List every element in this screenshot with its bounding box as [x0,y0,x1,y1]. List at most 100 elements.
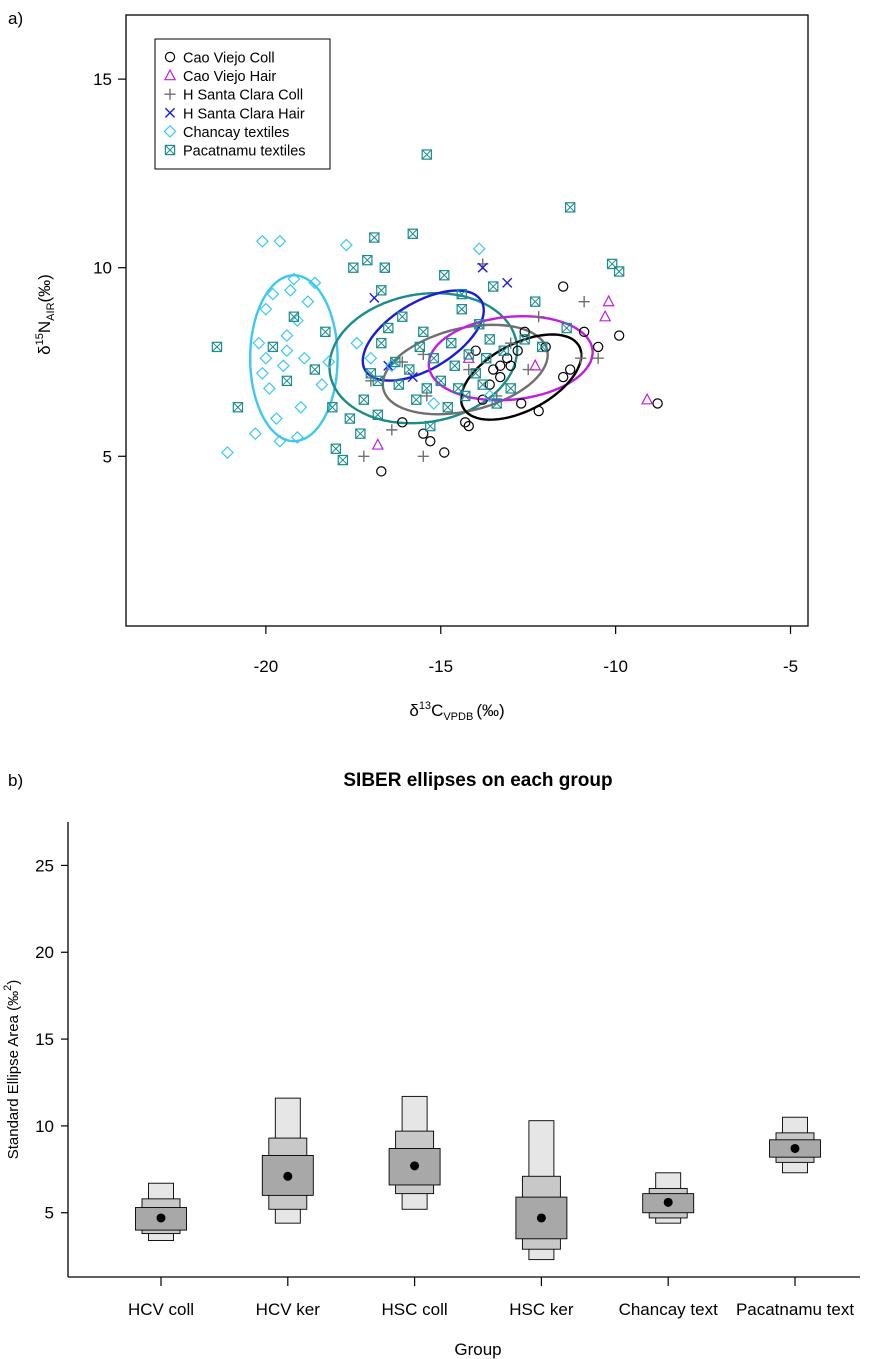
point-pacatnamu-textiles [372,409,384,420]
x-axis-title: δ13CVPDB (‰) [409,700,504,723]
x-axis-title-unit: (‰) [476,701,504,720]
point-pacatnamu-textiles-box [488,281,499,292]
y-tick-label: 15 [93,70,112,89]
y-tick-label-b: 25 [35,856,54,875]
point-pacatnamu-textiles-box [561,322,572,334]
point-pacatnamu-textiles-box [348,262,359,273]
x-axis-title-b: Group [454,1340,501,1359]
point-cao-viejo-coll [578,326,590,338]
point-cao-viejo-hair [529,358,542,371]
y-axis-title-b-sup: 2 [2,985,14,991]
point-h-santa-clara-coll [358,450,370,462]
legend-box [154,38,331,170]
point-pacatnamu-textiles [421,383,432,394]
y-axis-title-delta: δ [35,345,54,354]
ellipse-h-santa-clara-coll [381,323,549,416]
point-pacatnamu-textiles-box [418,326,429,338]
point-pacatnamu-textiles-box [421,149,432,160]
point-chancay-textiles [280,344,294,358]
chart-title: SIBER ellipses on each group [343,770,612,791]
point-pacatnamu-textiles-cross [397,311,408,322]
point-pacatnamu-textiles [281,375,293,387]
point-pacatnamu-textiles [529,296,541,307]
point-h-santa-clara-hair [383,360,394,371]
point-chancay-textiles [290,314,304,327]
point-pacatnamu-textiles-box [383,322,394,334]
point-pacatnamu-textiles-cross [537,341,548,352]
point-pacatnamu-textiles-box [376,285,387,296]
point-pacatnamu-textiles [211,341,223,353]
x-axis-title-element: C [431,701,443,720]
point-pacatnamu-textiles-box [355,428,366,439]
point-pacatnamu-textiles-cross [425,421,436,432]
x-axis: -20 -15 -10 -5 [254,626,798,676]
legend-marker [163,124,177,138]
density-hcv-coll [135,1182,187,1241]
point-cao-viejo-coll [512,345,523,356]
point-chancay-textiles [472,242,486,256]
x-tick-label-b: Chancay text [619,1300,718,1319]
point-pacatnamu-textiles-cross [498,345,509,356]
point-pacatnamu-textiles [491,398,502,409]
point-pacatnamu-textiles-box [463,349,474,360]
point-h-santa-clara-coll [417,450,429,462]
legend-label: H Santa Clara Coll [183,88,303,104]
point-pacatnamu-textiles-cross [418,326,429,337]
point-pacatnamu-textiles-cross [488,281,499,292]
point-pacatnamu-textiles-cross [449,360,460,371]
point-cao-viejo-coll [557,371,569,383]
point-pacatnamu-textiles [418,326,429,338]
point-pacatnamu-textiles-box [491,398,502,409]
point-pacatnamu-textiles-box [456,288,467,300]
y-axis-title-sup: 15 [34,333,46,345]
y-tick-label-b: 5 [45,1204,54,1223]
point-pacatnamu-textiles [337,454,349,466]
point-cao-viejo-coll [418,428,429,439]
point-pacatnamu-textiles [348,262,359,273]
point-pacatnamu-textiles [488,281,499,292]
point-pacatnamu-textiles-cross [372,409,383,420]
point-pacatnamu-textiles-box [453,383,464,394]
ellipse-pacatnamu-textiles [328,292,519,425]
point-chancay-textiles [248,427,262,441]
points-group [211,149,663,477]
point-cao-viejo-coll [439,447,450,458]
point-cao-viejo-coll [519,326,530,338]
point-pacatnamu-textiles-box [428,353,439,364]
point-cao-viejo-coll [460,417,471,428]
point-cao-viejo-coll [505,360,516,371]
point-pacatnamu-textiles-cross [474,319,485,330]
point-cao-viejo-coll [463,420,474,432]
density-chancay-text [642,1172,695,1224]
point-pacatnamu-textiles-cross [414,341,425,352]
point-h-santa-clara-coll [505,337,517,349]
point-pacatnamu-textiles-box [309,364,321,375]
density-hcv-ker [261,1097,314,1224]
point-pacatnamu-textiles-box [379,262,391,273]
point-pacatnamu-textiles-box [372,409,384,420]
ellipse-cao-viejo-coll [459,333,583,421]
point-pacatnamu-textiles [320,326,331,338]
point-pacatnamu-textiles-cross [561,323,572,333]
point-pacatnamu-textiles [463,349,474,360]
legend-label: H Santa Clara Hair [183,106,305,122]
point-pacatnamu-textiles-cross [411,394,422,405]
legend-marker [164,107,176,118]
point-pacatnamu-textiles [372,375,384,387]
point-pacatnamu-textiles [481,353,492,364]
ellipse-chancay-textiles [248,273,339,443]
point-pacatnamu-textiles-cross [439,270,450,281]
point-pacatnamu-textiles [390,356,401,368]
point-pacatnamu-textiles [435,375,446,387]
point-pacatnamu-textiles [330,443,342,454]
point-cao-viejo-coll [592,341,604,353]
point-pacatnamu-textiles-cross [232,402,243,413]
point-pacatnamu-textiles-box [358,394,370,405]
point-pacatnamu-textiles-cross [358,394,369,405]
y-axis-title-b: Standard Ellipse Area (‰2) [2,980,22,1160]
point-pacatnamu-textiles-box [407,228,418,239]
point-pacatnamu-textiles [397,311,408,322]
point-pacatnamu-textiles [456,303,467,315]
x-tick-label: -10 [603,657,628,676]
point-pacatnamu-textiles-cross [376,285,387,296]
